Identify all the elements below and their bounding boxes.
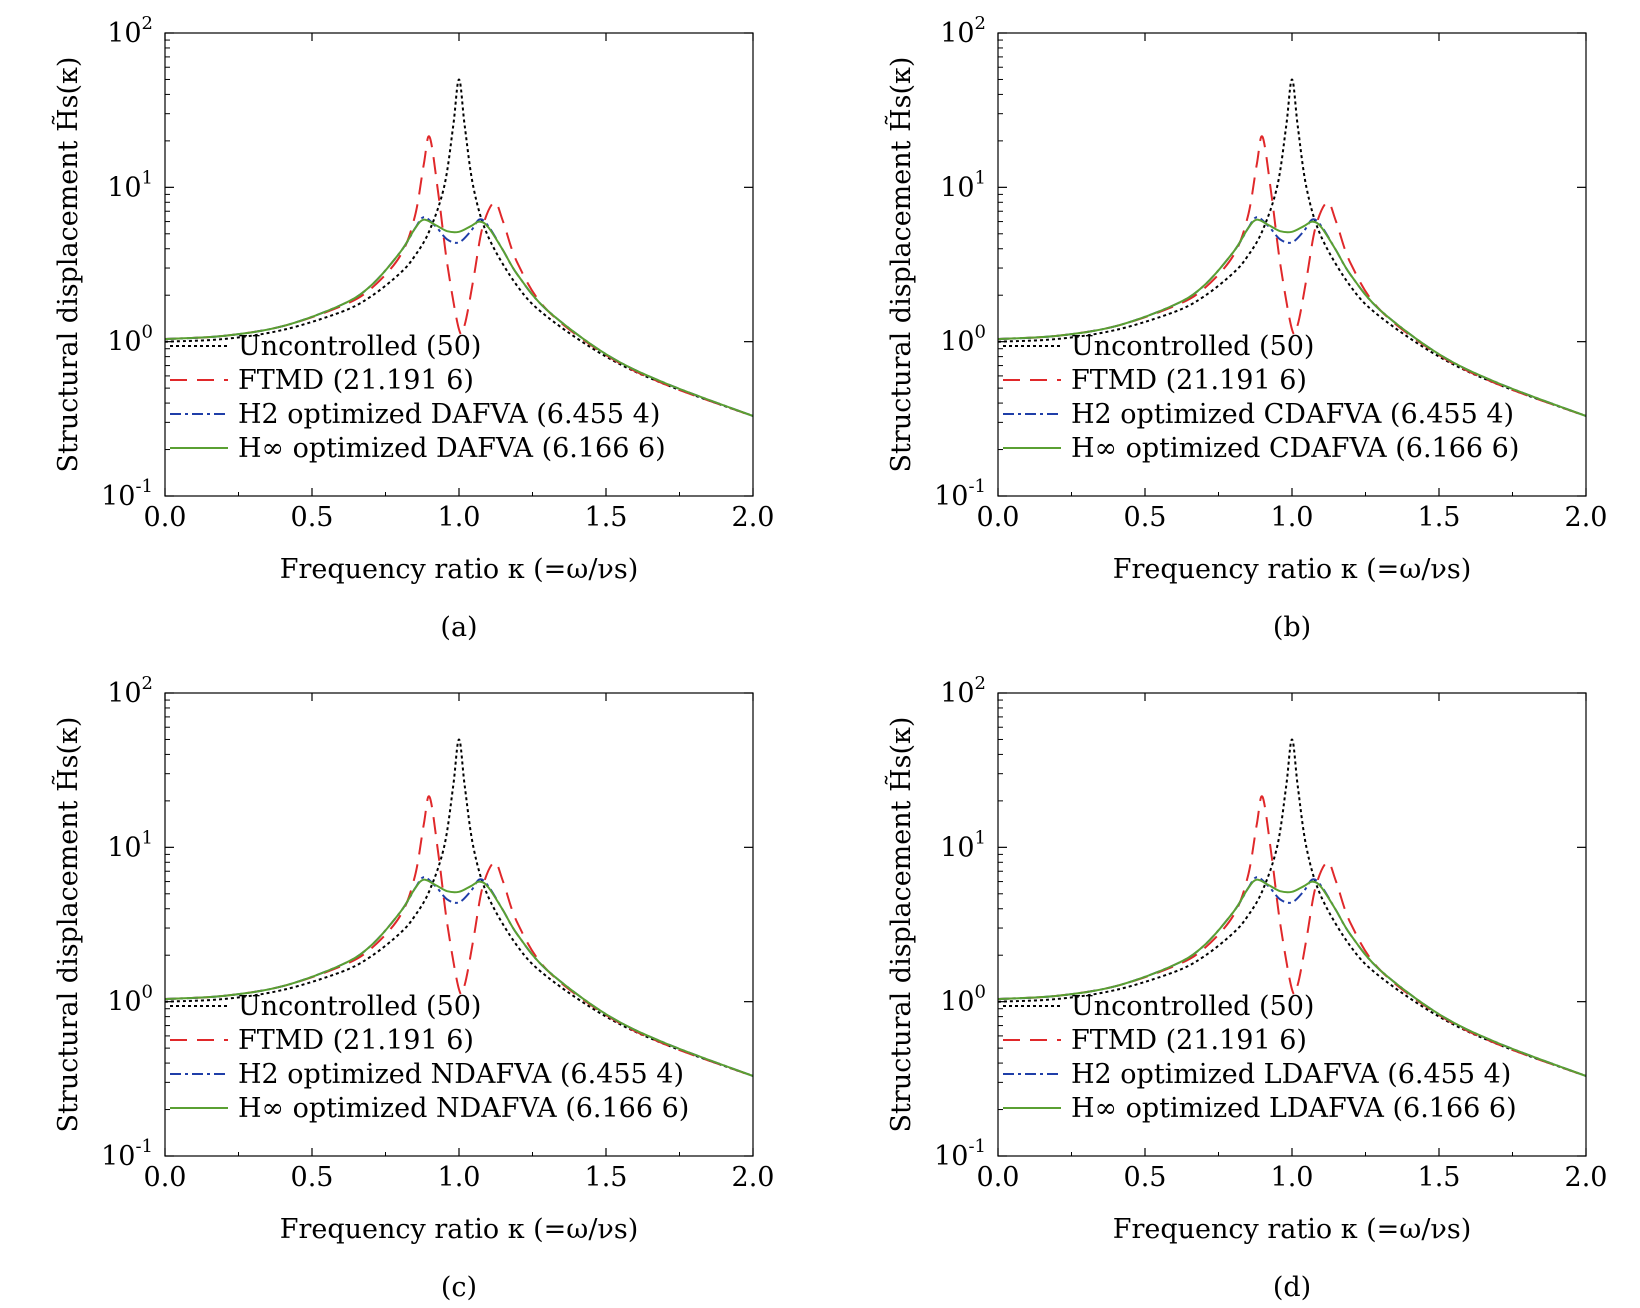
y-tick-label: 10-1 bbox=[934, 476, 986, 512]
chart-panel-c: 0.0 0.5 1.0 1.5 2.0 10-1 100 101 102 Frequency ra… bbox=[51, 673, 774, 1303]
x-axis-label: Frequency ratio κ (=ω/νs) bbox=[280, 1214, 638, 1245]
panel-caption: (c) bbox=[441, 1272, 477, 1303]
legend-label: FTMD (21.191 6) bbox=[1071, 1025, 1307, 1056]
chart-panel-a: 0.0 0.5 1.0 1.5 2.0 10-1 100 101 102 Frequency ra… bbox=[51, 13, 774, 643]
y-tick-label: 101 bbox=[940, 827, 986, 863]
x-tick-label: 2.0 bbox=[732, 502, 775, 533]
series-group bbox=[998, 78, 1586, 417]
x-tick-label: 0.5 bbox=[1124, 1162, 1167, 1193]
legend-label: Uncontrolled (50) bbox=[1071, 991, 1314, 1022]
x-tick-label: 0.0 bbox=[144, 1162, 187, 1193]
legend-label: H∞ optimized NDAFVA (6.166 6) bbox=[238, 1093, 689, 1124]
y-axis-label: Structural displacement H̃s(κ) bbox=[51, 717, 84, 1133]
x-tick-label: 0.0 bbox=[977, 502, 1020, 533]
x-tick-label: 1.0 bbox=[438, 502, 481, 533]
legend-label: H2 optimized NDAFVA (6.455 4) bbox=[238, 1059, 684, 1090]
x-tick-label: 0.0 bbox=[977, 1162, 1020, 1193]
y-tick-label: 102 bbox=[107, 13, 153, 49]
x-tick-label: 1.5 bbox=[1418, 1162, 1461, 1193]
legend-label: H∞ optimized CDAFVA (6.166 6) bbox=[1071, 433, 1519, 464]
x-tick-label: 1.0 bbox=[1271, 1162, 1314, 1193]
series-line-uncontrolled-50 bbox=[998, 78, 1586, 417]
y-tick-label: 10-1 bbox=[934, 1136, 986, 1172]
y-tick-label: 102 bbox=[940, 673, 986, 709]
y-tick-label: 101 bbox=[107, 167, 153, 203]
y-tick-label: 102 bbox=[107, 673, 153, 709]
series-line-ftmd-21-191-6 bbox=[998, 795, 1586, 1077]
series-line-h-optimized-cdafva-6-166-6 bbox=[998, 218, 1586, 417]
series-group bbox=[165, 78, 753, 417]
legend-label: H∞ optimized LDAFVA (6.166 6) bbox=[1071, 1093, 1517, 1124]
legend-label: Uncontrolled (50) bbox=[238, 331, 481, 362]
legend-label: H2 optimized DAFVA (6.455 4) bbox=[238, 399, 660, 430]
panel-caption: (b) bbox=[1273, 612, 1311, 643]
x-tick-label: 0.5 bbox=[1124, 502, 1167, 533]
x-tick-label: 2.0 bbox=[1565, 1162, 1608, 1193]
x-tick-label: 1.5 bbox=[1418, 502, 1461, 533]
chart-panel-b: 0.0 0.5 1.0 1.5 2.0 10-1 100 101 102 Frequency ra… bbox=[884, 13, 1607, 643]
x-tick-label: 0.5 bbox=[291, 502, 334, 533]
x-tick-label: 0.0 bbox=[144, 502, 187, 533]
series-group bbox=[165, 738, 753, 1077]
x-tick-label: 1.0 bbox=[1271, 502, 1314, 533]
legend-label: H2 optimized LDAFVA (6.455 4) bbox=[1071, 1059, 1511, 1090]
y-axis-label: Structural displacement H̃s(κ) bbox=[884, 717, 917, 1133]
legend-label: FTMD (21.191 6) bbox=[238, 365, 474, 396]
y-tick-label: 100 bbox=[940, 982, 986, 1018]
x-tick-label: 2.0 bbox=[732, 1162, 775, 1193]
x-tick-label: 0.5 bbox=[291, 1162, 334, 1193]
panel-caption: (a) bbox=[440, 612, 477, 643]
x-axis-label: Frequency ratio κ (=ω/νs) bbox=[1113, 1214, 1471, 1245]
legend-label: Uncontrolled (50) bbox=[1071, 331, 1314, 362]
y-tick-label: 101 bbox=[940, 167, 986, 203]
series-line-ftmd-21-191-6 bbox=[165, 795, 753, 1077]
panel-caption: (d) bbox=[1273, 1272, 1311, 1303]
series-line-ftmd-21-191-6 bbox=[998, 135, 1586, 417]
y-tick-label: 100 bbox=[107, 322, 153, 358]
series-line-h-optimized-dafva-6-166-6 bbox=[165, 218, 753, 417]
y-tick-label: 10-1 bbox=[101, 1136, 153, 1172]
series-line-h-optimized-ldafva-6-166-6 bbox=[998, 878, 1586, 1077]
x-tick-label: 1.0 bbox=[438, 1162, 481, 1193]
y-tick-label: 100 bbox=[107, 982, 153, 1018]
series-line-uncontrolled-50 bbox=[165, 78, 753, 417]
series-line-ftmd-21-191-6 bbox=[165, 135, 753, 417]
x-tick-label: 1.5 bbox=[585, 502, 628, 533]
legend-label: FTMD (21.191 6) bbox=[1071, 365, 1307, 396]
x-tick-label: 1.5 bbox=[585, 1162, 628, 1193]
series-line-h-optimized-ndafva-6-166-6 bbox=[165, 878, 753, 1077]
y-tick-label: 101 bbox=[107, 827, 153, 863]
legend-label: FTMD (21.191 6) bbox=[238, 1025, 474, 1056]
x-axis-label: Frequency ratio κ (=ω/νs) bbox=[280, 554, 638, 585]
x-axis-label: Frequency ratio κ (=ω/νs) bbox=[1113, 554, 1471, 585]
legend-label: H2 optimized CDAFVA (6.455 4) bbox=[1071, 399, 1514, 430]
y-axis-label: Structural displacement H̃s(κ) bbox=[51, 57, 84, 473]
y-tick-label: 102 bbox=[940, 13, 986, 49]
chart-panel-d: 0.0 0.5 1.0 1.5 2.0 10-1 100 101 102 Frequency ra… bbox=[884, 673, 1607, 1303]
series-line-uncontrolled-50 bbox=[165, 738, 753, 1077]
y-axis-label: Structural displacement H̃s(κ) bbox=[884, 57, 917, 473]
series-group bbox=[998, 738, 1586, 1077]
y-tick-label: 10-1 bbox=[101, 476, 153, 512]
series-line-uncontrolled-50 bbox=[998, 738, 1586, 1077]
legend-label: Uncontrolled (50) bbox=[238, 991, 481, 1022]
y-tick-label: 100 bbox=[940, 322, 986, 358]
x-tick-label: 2.0 bbox=[1565, 502, 1608, 533]
legend-label: H∞ optimized DAFVA (6.166 6) bbox=[238, 433, 666, 464]
